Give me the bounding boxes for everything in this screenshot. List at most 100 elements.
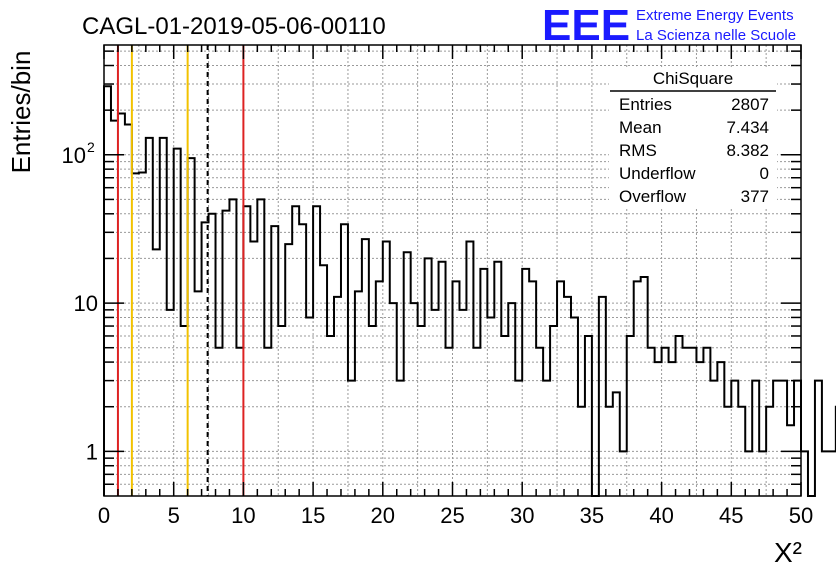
- y-tick-label: 1: [86, 439, 98, 464]
- histogram-bin: [369, 326, 376, 496]
- x-axis: 0 5 10 15 20 25 30 35 40 45 50: [98, 45, 813, 528]
- stats-label: Underflow: [619, 164, 696, 183]
- histogram-bin: [801, 451, 808, 496]
- histogram-bin: [508, 303, 515, 496]
- histogram-bin: [222, 211, 229, 496]
- stats-title: ChiSquare: [653, 69, 733, 88]
- grid: [104, 45, 801, 496]
- histogram-bin: [334, 297, 341, 496]
- histogram-bin: [299, 224, 306, 496]
- histogram-bin: [362, 239, 369, 496]
- histogram-bin: [599, 297, 606, 496]
- histogram-bin: [355, 291, 362, 496]
- histogram-bin: [634, 281, 641, 496]
- histogram-bin: [745, 451, 752, 496]
- histogram-bin: [773, 381, 780, 496]
- logo-line-1: Extreme Energy Events: [636, 7, 794, 24]
- stats-value: 377: [741, 187, 769, 206]
- histogram-bin: [167, 310, 174, 496]
- histogram-bin: [327, 336, 334, 496]
- histogram-bin: [662, 348, 669, 496]
- histogram-bin: [397, 381, 404, 496]
- histogram-bin: [627, 336, 634, 496]
- y-tick-exponent: 2: [87, 139, 95, 155]
- histogram-bin: [655, 362, 662, 496]
- stats-value: 2807: [731, 95, 769, 114]
- histogram-bin: [536, 348, 543, 496]
- histogram-bin: [348, 381, 355, 496]
- histogram-bin: [425, 258, 432, 496]
- histogram-bin: [466, 242, 473, 496]
- histogram-bin: [257, 199, 264, 496]
- histogram-bin: [390, 303, 397, 496]
- stats-value: 8.382: [726, 141, 769, 160]
- stats-value: 7.434: [726, 118, 769, 137]
- histogram-bin: [620, 451, 627, 496]
- histogram-bin: [515, 381, 522, 496]
- histogram-bin: [487, 317, 494, 496]
- histogram-bin: [278, 326, 285, 496]
- histogram-bin: [216, 348, 223, 496]
- histogram-bin: [606, 407, 613, 496]
- histogram-bin: [683, 348, 690, 496]
- histogram-bin: [710, 381, 717, 496]
- histogram-bin: [571, 317, 578, 496]
- histogram-bin: [313, 206, 320, 496]
- histogram-bin: [418, 326, 425, 496]
- histogram-bin: [132, 173, 139, 496]
- histogram-bin: [696, 362, 703, 496]
- histogram-bin: [320, 265, 327, 496]
- histogram-bin: [459, 310, 466, 496]
- histogram-bin: [780, 381, 787, 496]
- histogram-bin: [480, 269, 487, 496]
- histogram-bin: [383, 242, 390, 496]
- histogram-bin: [243, 206, 250, 496]
- histogram-bin: [641, 277, 648, 496]
- x-tick-label: 20: [371, 503, 395, 528]
- x-tick-label: 15: [301, 503, 325, 528]
- histogram-bin: [815, 381, 822, 496]
- histogram-bin: [146, 138, 153, 496]
- histogram-bin: [174, 149, 181, 496]
- histogram-bin: [543, 381, 550, 496]
- x-tick-label: 0: [98, 503, 110, 528]
- histogram-bin: [285, 244, 292, 496]
- histogram-bin: [759, 451, 766, 496]
- histogram-bin: [306, 317, 313, 496]
- histogram-bin: [522, 269, 529, 496]
- histogram-bin: [271, 226, 278, 496]
- stats-label: Overflow: [619, 187, 687, 206]
- histogram: [103, 85, 836, 497]
- histogram-bin: [411, 303, 418, 496]
- histogram-bin: [648, 348, 655, 496]
- y-tick-label: 10: [74, 291, 98, 316]
- histogram-bin: [501, 336, 508, 496]
- histogram-bin: [676, 336, 683, 496]
- histogram-bin: [195, 291, 202, 496]
- histogram-bin: [453, 281, 460, 496]
- histogram-outline: [103, 85, 836, 497]
- histogram-bin: [529, 281, 536, 496]
- histogram-bin: [564, 297, 571, 496]
- histogram-bin: [613, 392, 620, 496]
- histogram-bin: [752, 381, 759, 496]
- histogram-bin: [188, 158, 195, 496]
- logo-line-2: La Scienza nelle Scuole: [636, 27, 796, 44]
- stats-box: ChiSquare Entries 2807 Mean 7.434 RMS 8.382 Un…: [609, 68, 777, 208]
- logo-mark: EEE: [542, 1, 630, 50]
- histogram-bin: [104, 86, 111, 496]
- y-tick-label: 10: [62, 143, 86, 168]
- histogram-bin: [125, 125, 132, 496]
- histogram-bin: [794, 381, 801, 496]
- histogram-bin: [446, 348, 453, 496]
- histogram-bin: [787, 425, 794, 496]
- histogram-bin: [153, 249, 160, 496]
- histogram-bin: [160, 138, 167, 496]
- histogram-bin: [181, 326, 188, 496]
- stats-value: 0: [760, 164, 769, 183]
- y-axis-label: Entries/bin: [6, 51, 36, 174]
- histogram-bin: [822, 451, 829, 496]
- histogram-bin: [432, 310, 439, 496]
